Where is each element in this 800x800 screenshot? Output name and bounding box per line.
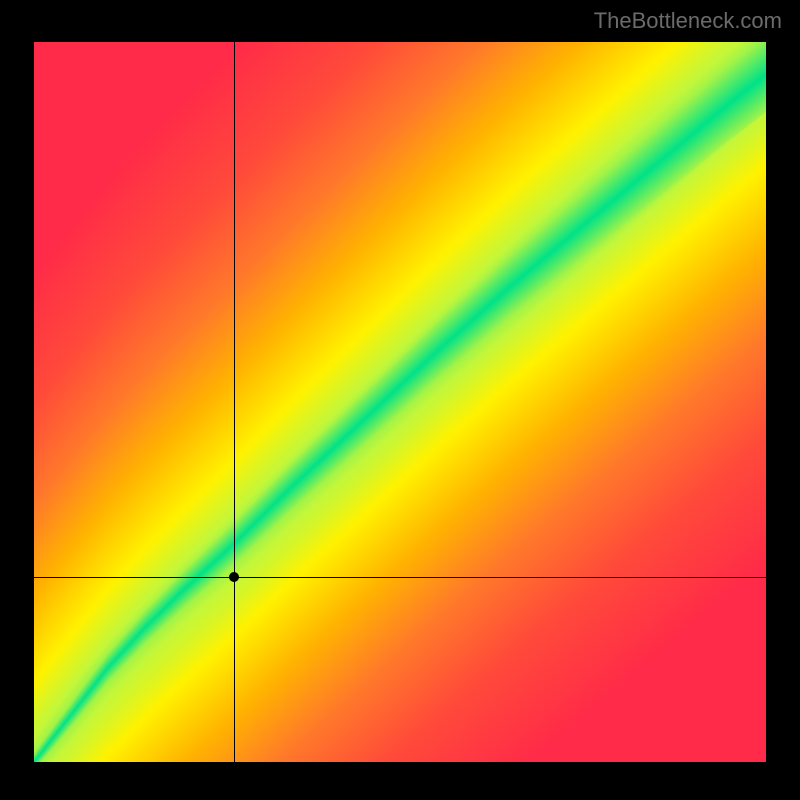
heatmap-canvas — [34, 42, 766, 762]
crosshair-marker — [229, 572, 239, 582]
crosshair-vertical — [234, 42, 235, 762]
bottleneck-heatmap — [34, 42, 766, 762]
watermark-text: TheBottleneck.com — [594, 8, 782, 34]
crosshair-horizontal — [34, 577, 766, 578]
